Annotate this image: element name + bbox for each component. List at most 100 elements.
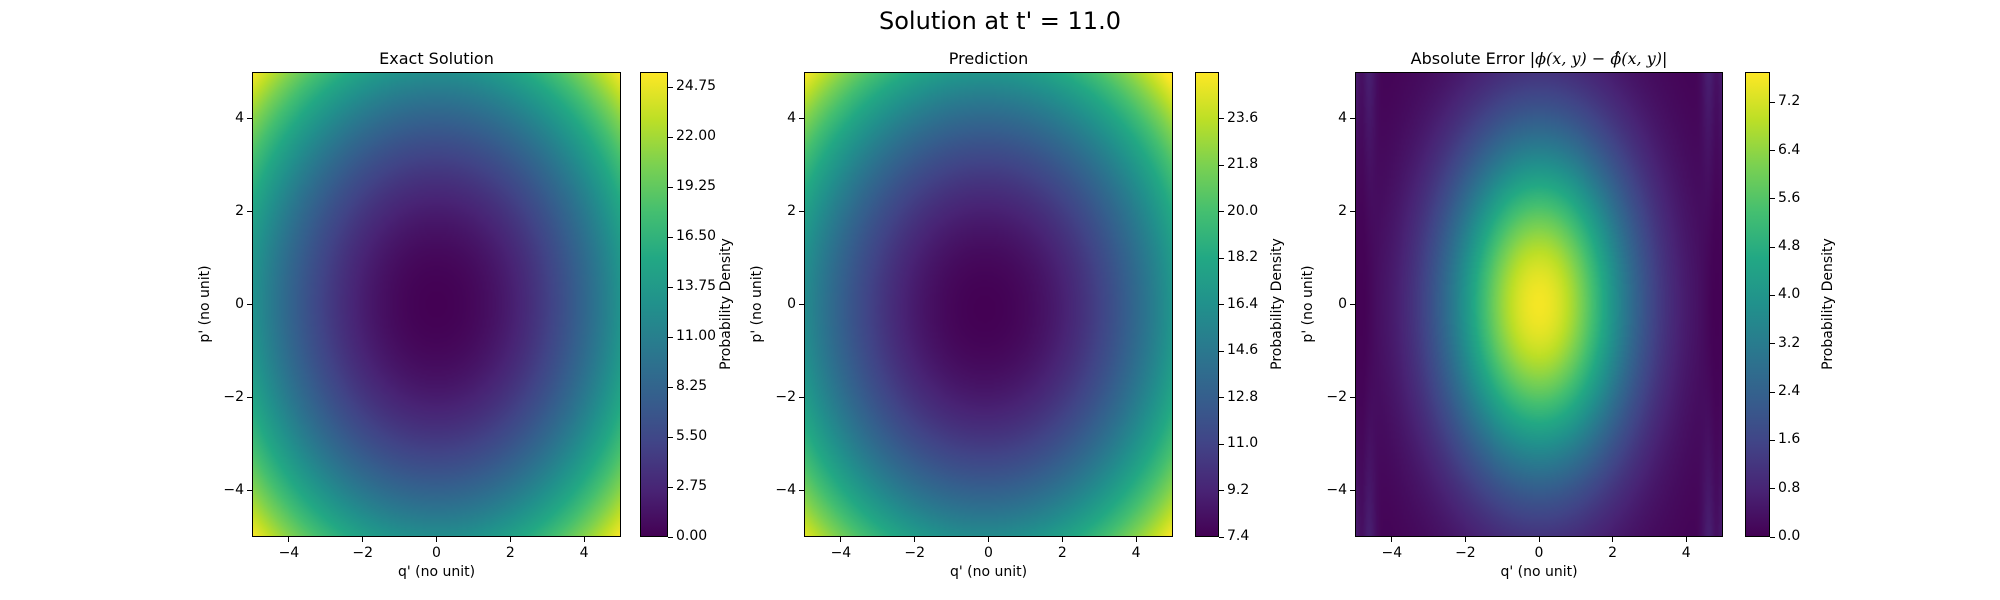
colorbar-tick-mark <box>1219 257 1224 259</box>
colorbar-tick-mark <box>668 86 673 88</box>
colorbar-tick-mark <box>668 236 673 238</box>
x-tick-mark <box>1612 537 1614 542</box>
colorbar-tick-mark <box>1219 211 1224 212</box>
colorbar-tick-mark <box>1219 443 1224 445</box>
x-tick-label: −2 <box>904 545 925 561</box>
y-tick-label: 2 <box>235 202 244 219</box>
x-tick-label: 0 <box>984 545 993 561</box>
colorbar-tick-mark <box>1770 246 1775 248</box>
y-axis-label: p' (no unit) <box>749 264 765 343</box>
x-tick-mark <box>1538 537 1540 542</box>
colorbar-tick-mark <box>668 186 673 188</box>
x-tick-mark <box>1685 537 1687 542</box>
colorbar-tick-label: 21.8 <box>1227 156 1259 172</box>
colorbar-tick-label: 1.6 <box>1778 431 1801 448</box>
colorbar-tick-label: 12.8 <box>1227 388 1259 405</box>
colorbar-tick-mark <box>1219 536 1224 538</box>
colorbar-tick-label: 16.4 <box>1227 295 1259 312</box>
colorbar-tick-mark <box>668 136 673 138</box>
colorbar-tick-mark <box>668 336 673 338</box>
panel-title: Exact Solution <box>379 49 494 68</box>
x-tick-label: 0 <box>1534 545 1544 561</box>
colorbar-tick-mark <box>1219 350 1224 352</box>
y-tick-mark <box>247 304 252 305</box>
x-tick-label: −2 <box>1455 545 1476 561</box>
colorbar <box>1745 72 1770 537</box>
colorbar-tick-mark <box>1219 397 1224 398</box>
colorbar-tick-label: 14.6 <box>1227 342 1259 358</box>
x-tick-label: 0 <box>432 545 441 561</box>
colorbar-tick-label: 2.4 <box>1778 383 1801 400</box>
x-tick-label: 2 <box>505 545 515 561</box>
y-tick-label: 4 <box>235 109 244 126</box>
heatmap-image <box>253 73 620 536</box>
y-tick-mark <box>247 490 252 491</box>
colorbar-label: Probability Density <box>1820 237 1836 370</box>
y-tick-mark <box>247 118 252 119</box>
x-tick-label: 4 <box>1131 545 1141 561</box>
colorbar-tick-mark <box>1219 490 1224 491</box>
colorbar-label: Probability Density <box>718 237 734 370</box>
colorbar-tick-label: 4.0 <box>1778 286 1801 303</box>
x-tick-label: 2 <box>1057 545 1067 561</box>
y-tick-label: 2 <box>1338 202 1347 219</box>
y-tick-mark <box>799 490 804 491</box>
colorbar-tick-label: 11.0 <box>1227 435 1259 451</box>
colorbar-tick-label: 9.2 <box>1227 481 1250 498</box>
x-axis-label: q' (no unit) <box>1500 564 1578 580</box>
x-tick-mark <box>436 537 437 542</box>
colorbar-tick-label: 5.6 <box>1778 189 1801 206</box>
colorbar-tick-label: 22.00 <box>676 128 717 145</box>
y-tick-mark <box>799 397 804 398</box>
x-tick-label: −4 <box>278 545 300 561</box>
heatmap-image <box>805 73 1172 536</box>
x-tick-mark <box>1391 537 1393 542</box>
x-tick-label: −4 <box>830 545 852 561</box>
colorbar-tick-mark <box>1770 150 1775 151</box>
colorbar-tick-mark <box>1219 164 1224 166</box>
colorbar-tick-mark <box>1770 488 1775 490</box>
figure-title: Solution at t' = 11.0 <box>879 7 1121 35</box>
colorbar-tick-label: 13.75 <box>676 278 717 295</box>
colorbar-tick-mark <box>1770 101 1775 103</box>
y-tick-label: 4 <box>787 109 796 126</box>
colorbar-tick-label: 5.50 <box>676 428 708 445</box>
colorbar-tick-mark <box>1770 294 1775 296</box>
x-tick-mark <box>509 537 511 542</box>
x-tick-label: 2 <box>1608 545 1618 561</box>
y-tick-label: −2 <box>223 388 244 405</box>
colorbar-tick-label: 7.2 <box>1778 93 1801 110</box>
colorbar-tick-label: 19.25 <box>676 178 717 195</box>
x-tick-mark <box>914 537 916 542</box>
y-tick-label: 0 <box>1338 295 1347 312</box>
colorbar-tick-mark <box>668 286 673 288</box>
y-tick-mark <box>799 211 804 212</box>
colorbar-tick-label: 8.25 <box>676 378 708 395</box>
colorbar-tick-label: 20.0 <box>1227 202 1259 219</box>
colorbar-tick-label: 0.00 <box>676 528 708 544</box>
colorbar-tick-label: 23.6 <box>1227 109 1259 126</box>
y-tick-label: −2 <box>1326 388 1347 405</box>
colorbar-tick-label: 2.75 <box>676 478 708 495</box>
colorbar-tick-mark <box>1770 391 1775 393</box>
y-tick-mark <box>247 397 252 398</box>
heatmap-plot-area <box>804 72 1173 537</box>
x-tick-mark <box>988 537 989 542</box>
y-tick-label: −4 <box>223 481 244 498</box>
colorbar-tick-label: 24.75 <box>676 78 717 95</box>
x-tick-mark <box>840 537 842 542</box>
colorbar-tick-mark <box>1219 118 1224 119</box>
title-text: Absolute Error | <box>1410 49 1536 68</box>
x-tick-label: −2 <box>352 545 373 561</box>
colorbar-tick-mark <box>1219 304 1224 305</box>
y-axis-label: p' (no unit) <box>1300 264 1316 343</box>
colorbar-tick-label: 3.2 <box>1778 334 1801 351</box>
colorbar-tick-label: 6.4 <box>1778 141 1801 158</box>
colorbar-tick-mark <box>668 436 673 438</box>
colorbar-tick-mark <box>668 386 673 388</box>
colorbar-tick-label: 11.00 <box>676 328 717 345</box>
colorbar-tick-mark <box>668 536 673 538</box>
x-tick-mark <box>583 537 585 542</box>
y-tick-label: −4 <box>775 481 796 498</box>
colorbar-tick-mark <box>1770 198 1775 200</box>
